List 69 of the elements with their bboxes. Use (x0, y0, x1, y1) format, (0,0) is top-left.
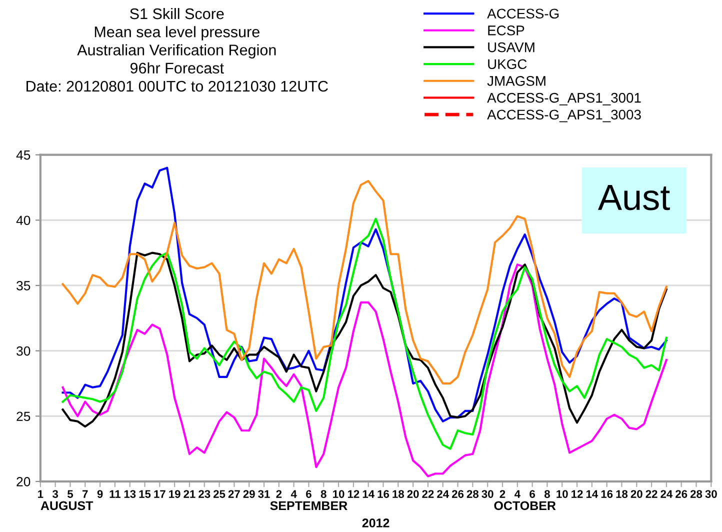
x-tick-label: 8 (320, 490, 326, 498)
x-tick-label: 8 (544, 490, 550, 498)
legend-label: ACCESS-G_APS1_3003 (487, 110, 641, 122)
legend-label: UKGC (488, 59, 527, 70)
line-series (62, 218, 668, 450)
text: SEPTEMBER (270, 501, 348, 510)
x-tick-label: 11 (110, 490, 121, 498)
x-tick-label: 28 (690, 490, 702, 498)
x-tick-label: 26 (452, 490, 464, 498)
x-tick-label: 27 (228, 490, 240, 498)
legend-label: ACCESS-G (487, 8, 559, 19)
x-tick-label: 23 (198, 490, 210, 498)
x-tick-label: 20 (630, 490, 642, 498)
x-tick-label: 16 (378, 490, 390, 498)
x-tick-label: 12 (572, 490, 583, 498)
x-tick-label: 31 (258, 490, 270, 498)
x-tick-label: 6 (306, 490, 312, 498)
y-tick-label: 25 (16, 412, 30, 422)
x-tick-label: 24 (437, 490, 449, 498)
line-series (62, 252, 668, 428)
x-tick-label: 5 (67, 490, 74, 498)
x-tick-label: 14 (586, 490, 598, 498)
legend-label: JMAGSM (487, 76, 546, 86)
y-tick-label: 30 (16, 346, 30, 356)
x-tick-label: 18 (616, 490, 628, 498)
x-axis-title: 2012 (362, 518, 390, 528)
text: OCTOBER (494, 501, 556, 510)
x-tick-label: 18 (392, 490, 404, 498)
x-tick-label: 15 (139, 490, 151, 498)
x-tick-label: 10 (333, 490, 344, 498)
x-tick-label: 7 (82, 490, 88, 498)
x-tick-label: 21 (184, 490, 196, 498)
x-tick-label: 28 (466, 490, 479, 498)
legend-label: USAVM (488, 42, 534, 52)
x-tick-label: 14 (362, 490, 374, 498)
y-tick-label: 35 (16, 281, 30, 290)
x-tick-label: 13 (124, 490, 136, 498)
x-tick-label: 10 (556, 490, 568, 498)
x-tick-label: 1 (38, 490, 44, 498)
x-tick-label: 30 (482, 490, 494, 498)
text: AUGUST (40, 501, 94, 510)
y-tick-label: 45 (16, 150, 30, 160)
chart-title: S1 Skill Score (130, 8, 224, 20)
legend-label: ACCESS-G_APS1_3001 (487, 92, 641, 106)
x-tick-label: 19 (169, 490, 180, 498)
x-tick-label: 4 (514, 490, 520, 498)
x-tick-label: 20 (407, 490, 419, 498)
x-tick-label: 9 (97, 490, 103, 498)
x-tick-label: 2 (276, 490, 282, 498)
y-tick-label: 20 (16, 477, 30, 486)
x-tick-label: 22 (646, 490, 658, 498)
annotation: Aust (598, 185, 670, 210)
legend-label: ECSP (488, 26, 524, 36)
x-tick-label: 24 (660, 490, 673, 498)
x-tick-label: 29 (243, 490, 255, 498)
chart-subtitle: Mean sea level pressure Australian Verification Region 96hr Forecast Date: 20120801 00UTC to 20121030 12UTC (26, 26, 328, 92)
x-tick-label: 26 (676, 490, 688, 498)
x-tick-label: 3 (52, 490, 58, 498)
x-tick-label: 30 (705, 490, 717, 498)
x-tick-label: 16 (601, 490, 613, 498)
x-tick-label: 4 (290, 490, 297, 498)
x-tick-label: 17 (154, 490, 166, 498)
x-tick-label: 2 (500, 490, 506, 498)
line-series (62, 264, 668, 478)
x-tick-label: 6 (530, 490, 535, 498)
x-tick-label: 25 (214, 490, 226, 498)
x-tick-label: 22 (422, 490, 434, 498)
x-tick-label: 12 (348, 490, 360, 498)
y-tick-label: 40 (16, 216, 30, 226)
